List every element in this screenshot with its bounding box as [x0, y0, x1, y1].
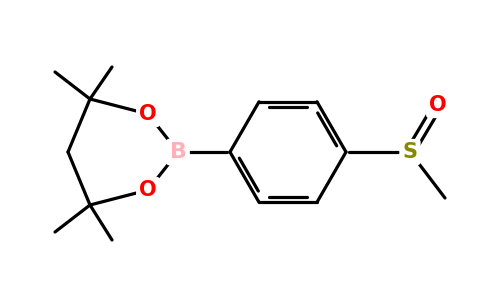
- Text: O: O: [139, 180, 157, 200]
- Text: O: O: [429, 95, 447, 115]
- Text: S: S: [403, 142, 418, 162]
- Text: B: B: [169, 142, 186, 162]
- Text: O: O: [139, 104, 157, 124]
